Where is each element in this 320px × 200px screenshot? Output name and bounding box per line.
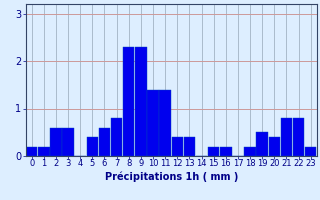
Bar bbox=[281, 118, 292, 156]
Bar bbox=[50, 128, 62, 156]
Bar bbox=[184, 137, 195, 156]
Bar bbox=[256, 132, 268, 156]
Bar bbox=[244, 146, 256, 156]
Bar bbox=[268, 137, 280, 156]
Bar bbox=[38, 146, 50, 156]
Bar bbox=[305, 146, 316, 156]
Bar bbox=[147, 90, 159, 156]
Bar bbox=[111, 118, 122, 156]
Bar bbox=[26, 146, 37, 156]
Bar bbox=[135, 47, 147, 156]
Bar bbox=[123, 47, 134, 156]
Bar bbox=[99, 128, 110, 156]
Bar bbox=[62, 128, 74, 156]
Bar bbox=[172, 137, 183, 156]
Bar bbox=[87, 137, 98, 156]
Bar bbox=[159, 90, 171, 156]
X-axis label: Précipitations 1h ( mm ): Précipitations 1h ( mm ) bbox=[105, 171, 238, 182]
Bar bbox=[293, 118, 304, 156]
Bar bbox=[220, 146, 232, 156]
Bar bbox=[208, 146, 220, 156]
